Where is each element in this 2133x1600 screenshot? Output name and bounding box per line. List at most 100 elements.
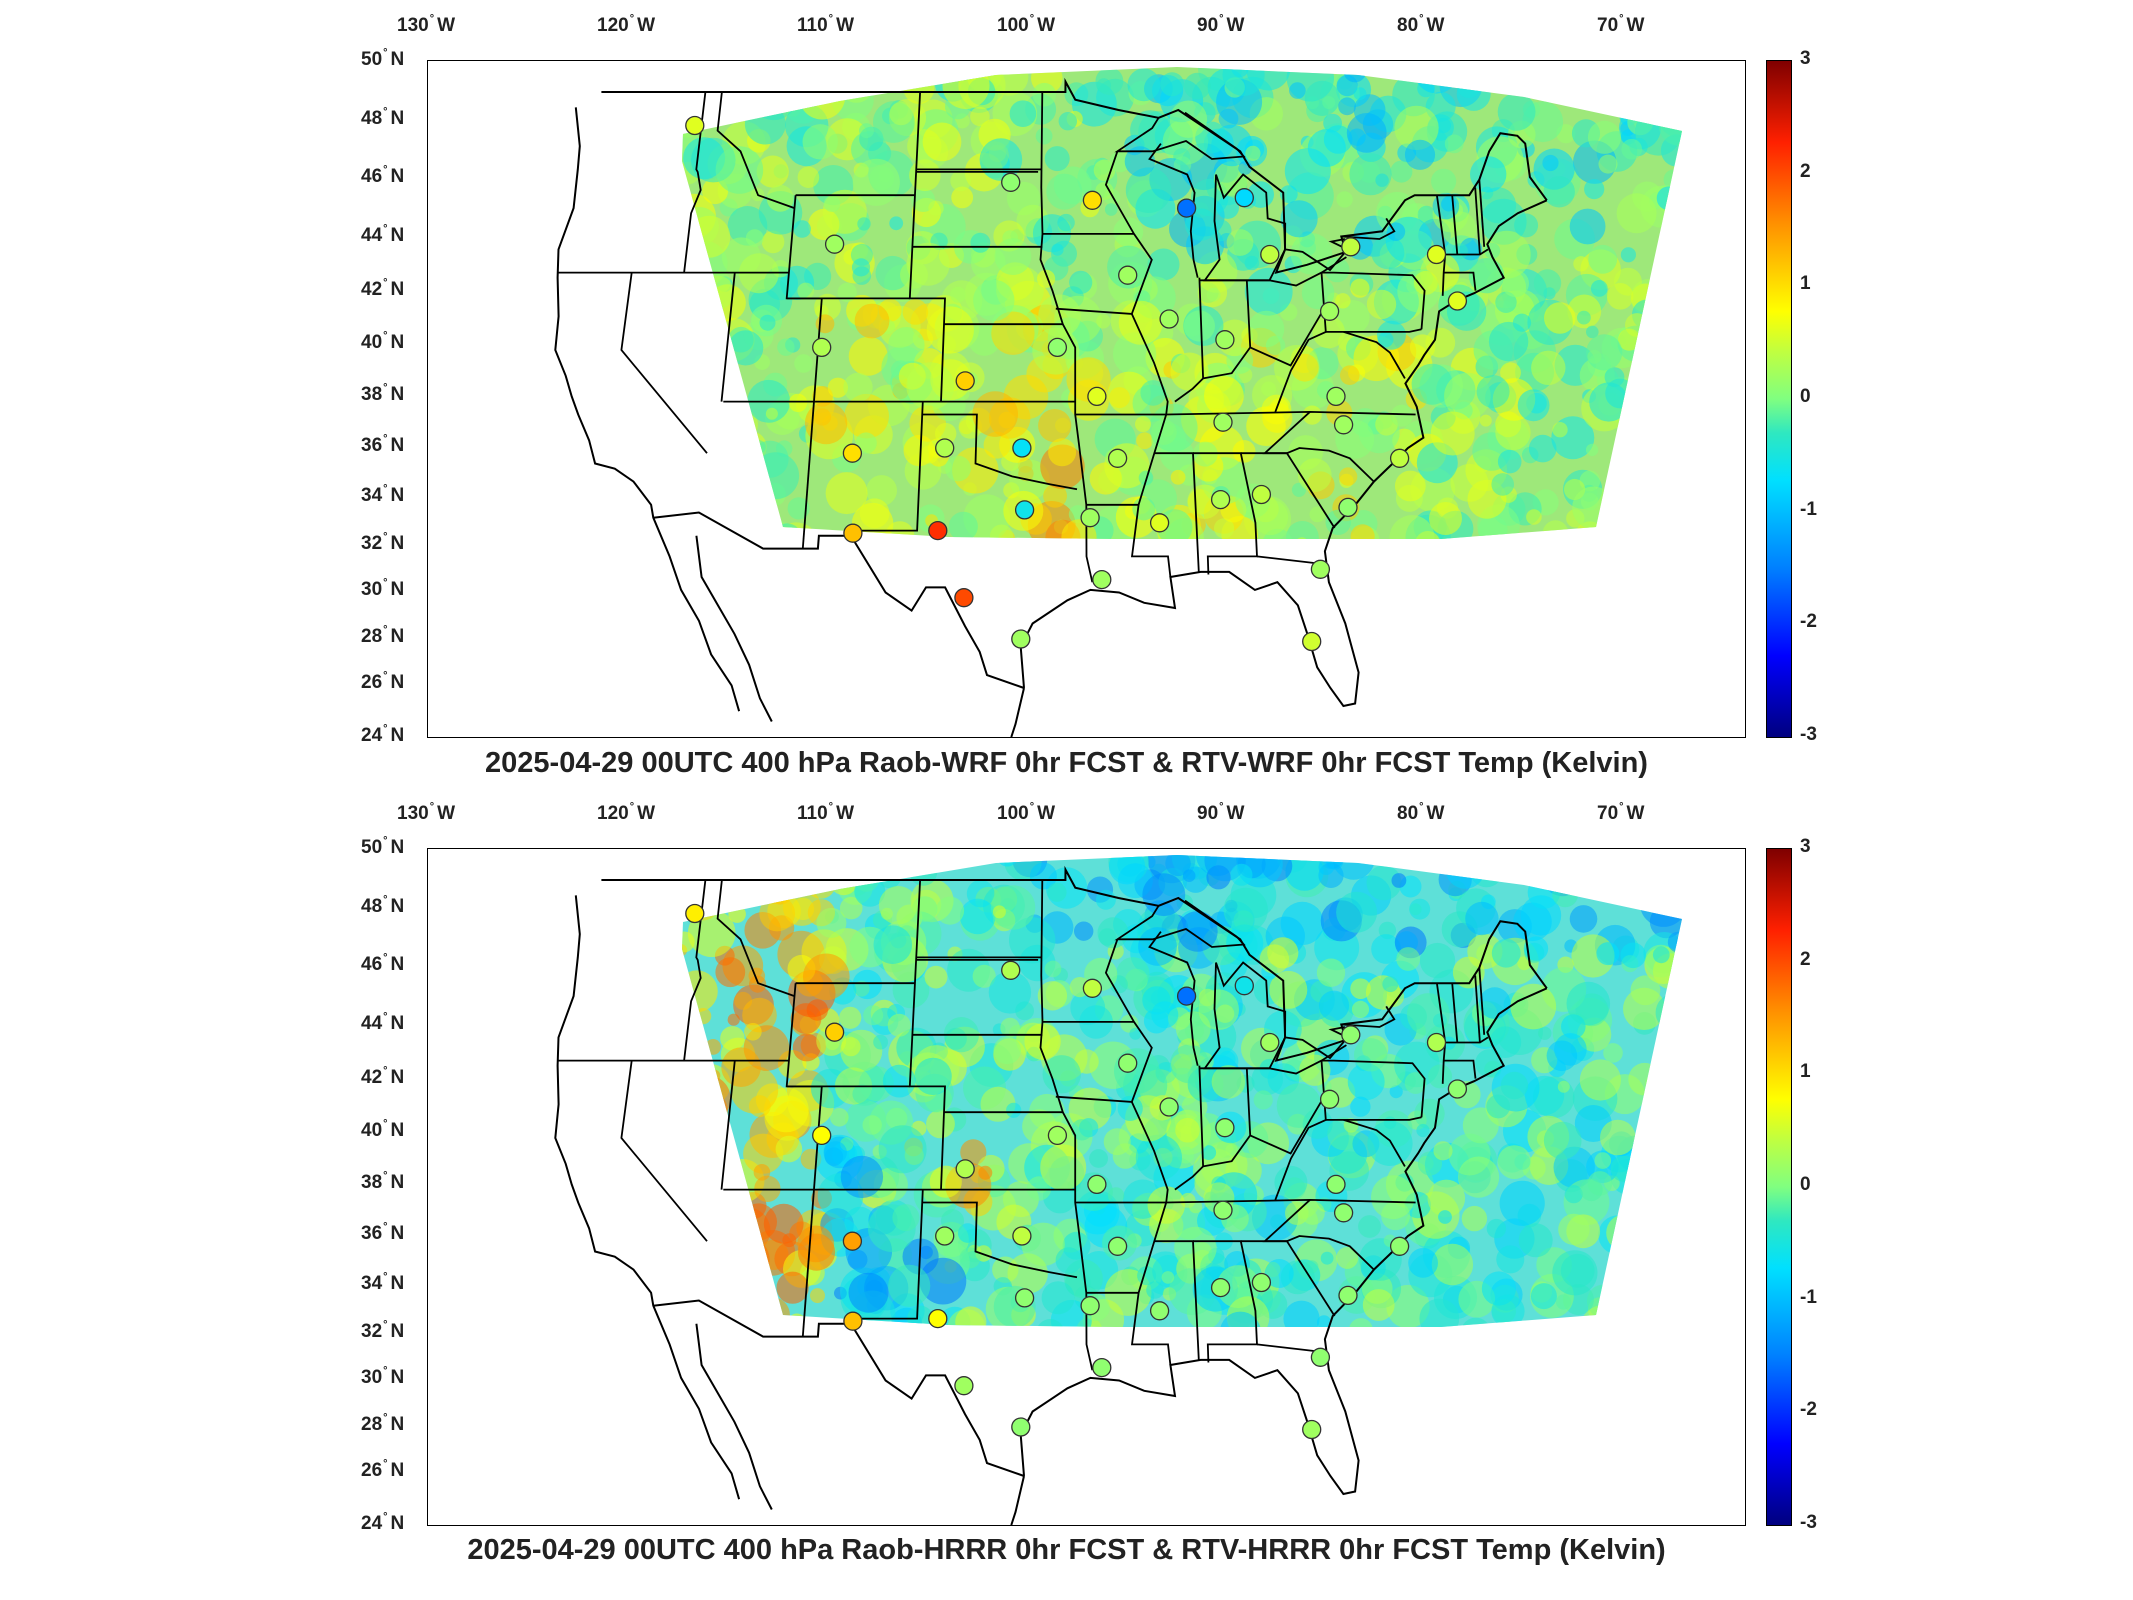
colorbar-tick-label: -1	[1800, 498, 1817, 520]
map-svg	[554, 67, 1682, 737]
station-marker	[1118, 265, 1138, 285]
latitude-tick-label: 42° N	[361, 277, 405, 300]
station-marker	[1092, 569, 1112, 590]
latitude-tick-label: 40° N	[361, 330, 405, 353]
station-marker	[842, 443, 863, 463]
station-marker	[812, 337, 832, 358]
colorbar-tick-label: 2	[1800, 160, 1811, 182]
map-outlines	[554, 865, 1548, 1525]
latitude-tick-label: 50° N	[361, 47, 405, 70]
station-marker	[1338, 1285, 1358, 1306]
station-marker	[1149, 513, 1170, 533]
station-marker	[1176, 198, 1197, 218]
station-marker	[1047, 1125, 1068, 1146]
station-marker	[1389, 1236, 1410, 1256]
model-field	[682, 67, 1682, 539]
station-marker	[1159, 1097, 1179, 1117]
map-area	[427, 848, 1746, 1526]
map-svg	[554, 855, 1682, 1525]
station-marker	[1107, 1236, 1128, 1256]
station-marker	[1107, 448, 1128, 468]
latitude-tick-label: 42° N	[361, 1065, 405, 1088]
longitude-tick-label: 130° W	[397, 801, 456, 824]
longitude-tick-label: 90° W	[1197, 13, 1245, 36]
station-marker	[928, 1308, 948, 1329]
colorbar	[1766, 60, 1792, 738]
longitude-tick-label: 100° W	[997, 13, 1056, 36]
colorbar-tick-label: -3	[1800, 1512, 1817, 1533]
station-marker	[1234, 188, 1254, 208]
field-texture	[682, 855, 1682, 1327]
latitude-tick-label: 50° N	[361, 835, 405, 858]
map-area	[427, 60, 1746, 738]
station-marker	[1012, 1226, 1032, 1246]
station-marker	[1260, 1032, 1280, 1053]
latitude-tick-label: 48° N	[361, 894, 405, 917]
station-marker	[1149, 1301, 1170, 1321]
station-marker	[1118, 1053, 1138, 1073]
latitude-tick-label: 44° N	[361, 1011, 405, 1034]
station-marker	[1326, 386, 1346, 407]
station-marker	[1210, 489, 1231, 510]
station-marker	[1001, 172, 1021, 192]
latitude-tick-label: 24° N	[361, 723, 405, 746]
colorbar-tick-label: -3	[1800, 724, 1817, 745]
latitude-tick-label: 30° N	[361, 1365, 405, 1388]
station-marker	[812, 1125, 832, 1146]
latitude-tick-label: 40° N	[361, 1118, 405, 1141]
latitude-tick-label: 34° N	[361, 1271, 405, 1294]
colorbar-tick-label: 1	[1800, 273, 1811, 295]
station-marker	[1341, 1025, 1361, 1045]
station-marker	[842, 1231, 863, 1251]
station-marker	[1310, 1347, 1331, 1367]
colorbar-tick-label: 2	[1800, 948, 1811, 970]
colorbar-tick-label: 0	[1800, 1174, 1811, 1195]
station-marker	[1159, 309, 1179, 329]
station-marker	[1080, 508, 1100, 528]
station-marker	[1011, 1417, 1031, 1437]
longitude-tick-label: 120° W	[597, 13, 656, 36]
longitude-tick-label: 80° W	[1397, 801, 1445, 824]
latitude-tick-label: 32° N	[361, 1319, 405, 1342]
longitude-tick-label: 70° W	[1597, 13, 1645, 36]
station-marker	[1011, 629, 1031, 649]
colorbar-tick-label: -1	[1800, 1286, 1817, 1308]
latitude-tick-label: 38° N	[361, 382, 405, 405]
station-marker	[843, 1311, 863, 1331]
station-marker	[1092, 1357, 1112, 1378]
station-marker	[935, 438, 955, 458]
station-marker	[1215, 1118, 1235, 1138]
station-marker	[1251, 1272, 1272, 1293]
station-marker	[843, 523, 863, 543]
station-marker	[1014, 1288, 1035, 1308]
longitude-tick-label: 70° W	[1597, 801, 1645, 824]
station-marker	[1319, 1089, 1340, 1109]
colorbar-tick-label: 0	[1800, 386, 1811, 407]
station-marker	[824, 234, 845, 254]
latitude-tick-label: 36° N	[361, 1221, 405, 1244]
station-marker	[824, 1022, 845, 1042]
latitude-tick-label: 30° N	[361, 577, 405, 600]
latitude-tick-label: 26° N	[361, 1458, 405, 1481]
latitude-tick-label: 46° N	[361, 952, 405, 975]
latitude-tick-label: 28° N	[361, 1412, 405, 1435]
station-marker	[954, 1376, 974, 1396]
station-marker	[1260, 244, 1280, 265]
colorbar	[1766, 848, 1792, 1526]
longitude-tick-label: 80° W	[1397, 13, 1445, 36]
station-marker	[1341, 237, 1361, 257]
longitude-tick-label: 100° W	[997, 801, 1056, 824]
latitude-tick-label: 44° N	[361, 223, 405, 246]
station-marker	[1213, 1200, 1233, 1220]
latitude-tick-label: 34° N	[361, 483, 405, 506]
station-marker	[1082, 190, 1103, 210]
colorbar-tick-label: -2	[1800, 1399, 1817, 1421]
colorbar-tick-label: 1	[1800, 1061, 1811, 1083]
station-marker	[1251, 484, 1272, 505]
station-marker	[1215, 330, 1235, 350]
station-marker	[1447, 1079, 1468, 1099]
station-marker	[1319, 301, 1340, 321]
station-marker	[928, 520, 948, 541]
station-marker	[954, 588, 974, 608]
station-marker	[1389, 448, 1410, 468]
